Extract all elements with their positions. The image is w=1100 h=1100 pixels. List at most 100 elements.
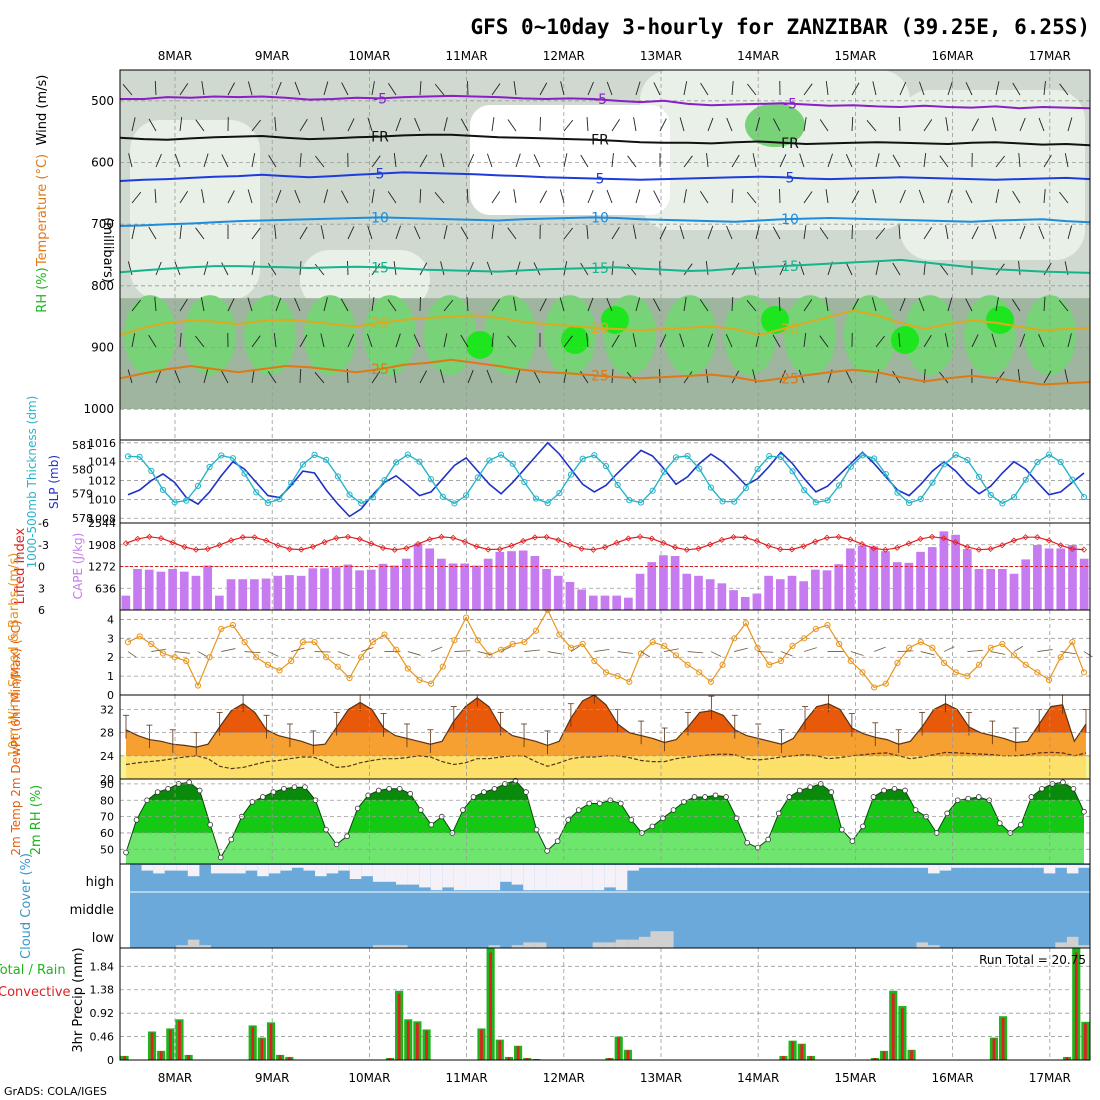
precip-frame [119,947,1091,1061]
rh-band-clear [470,105,670,215]
wind-barb [611,226,620,240]
rh-point [123,849,129,856]
wind-barb [965,82,973,96]
wind-barb-10m [151,648,167,652]
wind-speed-point [952,669,959,676]
wind-barb [491,225,495,240]
cloud-low-bar [928,945,940,948]
wind-barb [486,261,493,276]
cape-bar [904,562,914,610]
wind-barb-10m [500,646,512,652]
thickness-point [218,452,225,459]
cape-bar [355,570,364,610]
cloud-high-gap [164,865,177,871]
rh-point [965,795,971,802]
cape-bar [787,575,797,610]
cloud-low-bar [1055,942,1067,948]
thickness-point [824,497,831,504]
rh-band-saturated [601,306,629,334]
slp-tick-label: 1012 [88,475,116,488]
wind-barb [947,81,953,96]
rh-point [765,836,771,843]
date-label-bottom: 9MAR [255,1071,290,1085]
slp-series-line [127,441,1085,518]
date-label-top: 17MAR [1029,49,1071,63]
precip-conv-bar [626,1050,630,1060]
precip-tick-label: 1.84 [90,960,115,973]
li-point [473,543,480,550]
wind-barb [275,81,282,96]
wind-speed-point [824,622,831,629]
wind-barb [371,189,375,204]
wind-barb [1018,153,1021,168]
wind-barb [707,117,714,132]
wind-barb [563,153,568,168]
wind-barb [1064,369,1069,384]
li-point [263,537,270,544]
wind-speed-point [766,661,773,668]
cloud-high-gap [361,865,373,877]
wind-barb-10m [1060,651,1076,655]
li-point [695,545,702,552]
wind-barb [679,117,685,132]
wind-barb [803,225,807,240]
cape-bar [927,547,937,610]
wind-barb [923,119,933,132]
cape-bar [588,595,598,610]
wind-barb [563,227,573,240]
wind-speed-point [206,654,213,661]
li-point [426,536,433,543]
wind-barb [563,119,574,132]
thickness-point [742,485,750,492]
cloud-high-gap [581,865,593,891]
rh-point [754,844,761,851]
cape-bar [822,570,832,610]
isotherm-label: FR [591,133,609,149]
wind-barb [221,262,229,276]
li-point [251,534,258,541]
cape-bar [320,568,329,610]
wind-barb [899,297,906,312]
cape-bar [448,563,458,610]
cloud-low-bar [627,939,639,948]
wind-barb [387,83,397,96]
wind-barb [851,116,854,132]
wind-barb [443,225,448,240]
cape-bar [121,595,131,610]
wind-speed-point [1022,661,1029,668]
wind-speed-point [929,644,936,651]
precip-tick-label: 1.38 [90,984,115,997]
cape-bar [401,558,411,610]
li-point [1022,534,1029,541]
wind-barb [148,118,157,132]
isotherm-label: 5 [376,167,385,183]
rh-point [881,787,887,794]
thickness-tick-label: 578 [72,512,93,525]
thickness-point [369,494,376,501]
cape-bar [144,569,154,610]
wind-barb [539,298,547,312]
rh-axis-label: RH (%) [35,267,50,312]
wind-barb [347,334,355,348]
wind-barb-10m [804,647,817,652]
cloud-low-bar [534,942,547,948]
wind-barb [726,117,733,132]
li-point [520,537,527,545]
wind-barb [892,154,901,168]
li-point [403,545,410,552]
thickness-point [206,463,213,471]
wind-tick-label: 4 [107,613,114,626]
cape-bar [378,563,388,610]
wind-barb [267,263,277,276]
wind-barb [251,335,261,348]
precip-conv-bar [278,1055,282,1060]
wind-barb [679,225,685,240]
wind-barb [395,333,401,348]
thickness-point [556,490,563,497]
rh-band-moist [124,295,176,376]
wind-barb [918,189,925,204]
wind-barb [395,117,402,132]
wind-barb [314,263,325,276]
thickness-point [626,497,633,504]
